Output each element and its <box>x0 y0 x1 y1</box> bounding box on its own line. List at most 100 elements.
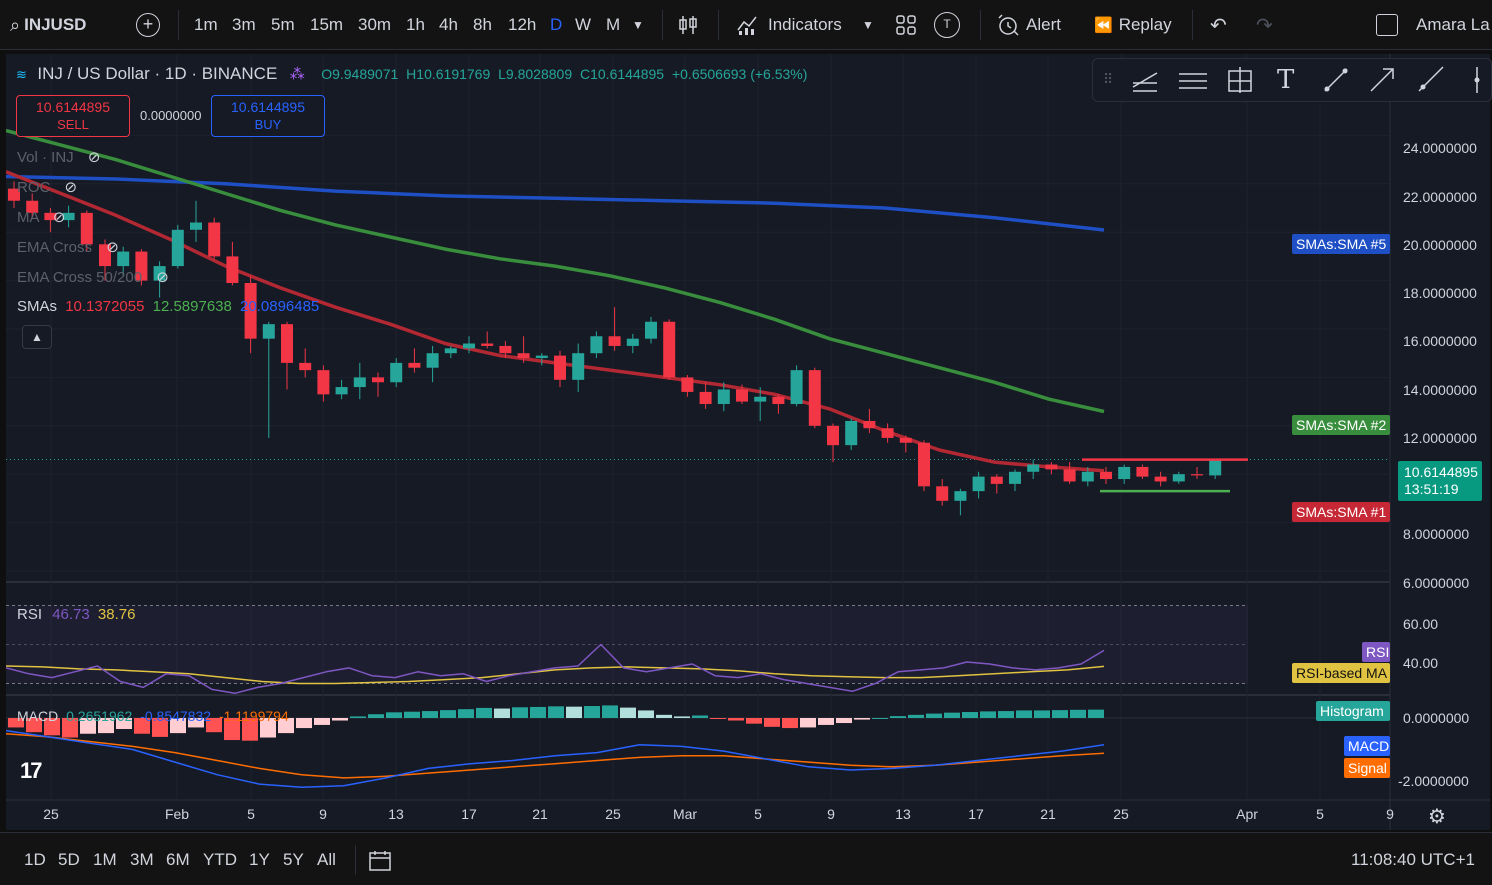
interval-1m[interactable]: 1m <box>194 15 218 34</box>
interval-m[interactable]: M <box>606 15 621 34</box>
macd-legend[interactable]: MACD 0.2651962 -0.8547832 -1.1199794 <box>17 708 289 724</box>
rsi-legend[interactable]: RSI 46.73 38.76 <box>17 606 135 623</box>
macd-histogram-bar <box>512 707 528 718</box>
layouts-button[interactable] <box>895 0 917 50</box>
macd-histogram-bar <box>386 712 402 718</box>
interval-1h[interactable]: 1h <box>406 15 425 34</box>
time-axis[interactable]: 25 Feb 5 9 13 17 21 25 Mar 5 9 13 17 21 25 Apr 5 9 <box>6 800 1394 830</box>
user-name: Amara La <box>1416 15 1490 34</box>
timezone-clock[interactable]: 11:08:40 UTC+1 <box>1351 850 1475 869</box>
goto-date-button[interactable] <box>368 833 392 885</box>
text-tool-icon[interactable]: T <box>1277 65 1295 95</box>
range-5y[interactable]: 5Y <box>283 850 304 869</box>
range-ytd[interactable]: YTD <box>203 850 237 869</box>
alert-button[interactable]: Alert <box>996 0 1061 50</box>
templates-button[interactable]: T <box>934 0 960 50</box>
indicator-vol[interactable]: Vol · INJ ⊘ <box>17 148 100 166</box>
candle-up <box>790 370 803 405</box>
chart-canvas[interactable] <box>6 54 1490 830</box>
time-tick: 5 <box>754 806 762 822</box>
interval-30m[interactable]: 30m <box>358 15 392 34</box>
interval-3m[interactable]: 3m <box>232 15 256 34</box>
interval-5m[interactable]: 5m <box>271 15 295 34</box>
interval-dropdown-button[interactable]: ▼ <box>632 0 644 50</box>
trend-angle-icon[interactable] <box>1129 67 1161 95</box>
candle-down <box>881 428 894 438</box>
candle-down <box>99 244 111 267</box>
indicators-dropdown-button[interactable]: ▼ <box>862 0 874 50</box>
chevron-down-icon: ▼ <box>632 18 644 32</box>
candle-up <box>353 377 366 388</box>
interval-w[interactable]: W <box>575 15 592 34</box>
time-tick: 21 <box>1040 806 1056 822</box>
indicator-roc[interactable]: ROC ⊘ <box>17 178 77 196</box>
eye-off-icon[interactable]: ⊘ <box>87 149 101 166</box>
replay-button[interactable]: ⏪ Replay <box>1094 0 1172 50</box>
add-symbol-button[interactable]: + <box>136 0 160 50</box>
eye-off-icon[interactable]: ⊘ <box>64 179 78 196</box>
candle-up <box>1009 471 1021 484</box>
interval-4h[interactable]: 4h <box>439 15 458 34</box>
undo-button[interactable]: ↶ <box>1210 0 1227 50</box>
macd-histogram-bar <box>926 713 942 718</box>
drawing-toolbar: ⠿ T <box>1092 58 1492 102</box>
range-6m[interactable]: 6M <box>166 850 190 869</box>
tradingview-logo[interactable]: 17 <box>20 758 43 783</box>
indicator-ma[interactable]: MA ⊘ <box>17 208 65 226</box>
range-3m[interactable]: 3M <box>130 850 154 869</box>
buy-button[interactable]: 10.6144895 BUY <box>211 95 325 137</box>
macd-histogram-bar <box>206 718 222 733</box>
rsi-tick: 60.00 <box>1403 616 1439 632</box>
indicators-button[interactable]: Indicators <box>736 0 842 50</box>
user-menu-button[interactable]: Amara La <box>1416 0 1490 50</box>
square-icon <box>1376 14 1398 36</box>
indicator-ema-cross[interactable]: EMA Cross ⊘ <box>17 238 119 256</box>
arrow-tool-icon[interactable] <box>1367 65 1397 95</box>
macd-histogram-bar <box>566 706 582 718</box>
macd-histogram-bar <box>224 718 240 741</box>
indicator-ema-cross-50-200[interactable]: EMA Cross 50/200 ⊘ <box>17 268 169 286</box>
range-1d[interactable]: 1D <box>24 850 46 869</box>
interval-d[interactable]: D <box>550 15 563 34</box>
drag-handle-icon[interactable]: ⠿ <box>1103 71 1114 87</box>
redo-button[interactable]: ↷ <box>1256 0 1273 50</box>
inj-logo-icon: ≋ <box>16 67 27 82</box>
macd-histogram-bar <box>764 718 780 727</box>
indicator-smas[interactable]: SMAs 10.1372055 12.5897638 20.0896485 <box>17 298 319 315</box>
ray-line-icon[interactable] <box>1415 65 1445 95</box>
range-5d[interactable]: 5D <box>58 850 80 869</box>
undo-icon: ↶ <box>1210 14 1227 37</box>
eye-off-icon[interactable]: ⊘ <box>106 239 119 256</box>
candle-down <box>1100 471 1112 480</box>
candle-down <box>1154 476 1167 482</box>
macd-histogram-bar <box>602 705 618 718</box>
legend-high: H10.6191769 <box>406 66 491 82</box>
sell-button[interactable]: 10.6144895 SELL <box>16 95 130 137</box>
legend-title[interactable]: INJ / US Dollar · 1D · BINANCE <box>37 64 278 83</box>
range-all[interactable]: All <box>317 850 336 869</box>
candle-down <box>8 188 20 201</box>
time-tick: 9 <box>319 806 327 822</box>
interval-12h[interactable]: 12h <box>508 15 537 34</box>
collapse-legend-button[interactable]: ▲ <box>22 325 52 349</box>
range-1m[interactable]: 1M <box>93 850 117 869</box>
macd-line <box>6 729 1105 789</box>
symbol-search-button[interactable]: ⌕ INJUSD <box>10 0 86 50</box>
eye-off-icon[interactable]: ⊘ <box>156 269 169 286</box>
candle-down <box>827 425 839 446</box>
symbol-info-icon[interactable]: ⁂ <box>289 66 305 83</box>
interval-15m[interactable]: 15m <box>310 15 344 34</box>
fullscreen-button[interactable] <box>1376 0 1398 50</box>
interval-8h[interactable]: 8h <box>473 15 492 34</box>
crosshair-box-icon[interactable] <box>1225 65 1255 95</box>
chart-settings-button[interactable]: ⚙ <box>1428 804 1446 829</box>
horizontal-lines-icon[interactable] <box>1177 67 1209 95</box>
chart-type-button[interactable] <box>677 0 699 50</box>
rsi-ma-value: 38.76 <box>97 606 136 623</box>
vol-label: Vol · INJ <box>17 149 74 166</box>
trend-line-icon[interactable] <box>1321 65 1351 95</box>
vertical-line-icon[interactable] <box>1467 65 1487 95</box>
chart-area[interactable] <box>6 54 1490 830</box>
range-1y[interactable]: 1Y <box>249 850 270 869</box>
eye-off-icon[interactable]: ⊘ <box>52 209 66 226</box>
